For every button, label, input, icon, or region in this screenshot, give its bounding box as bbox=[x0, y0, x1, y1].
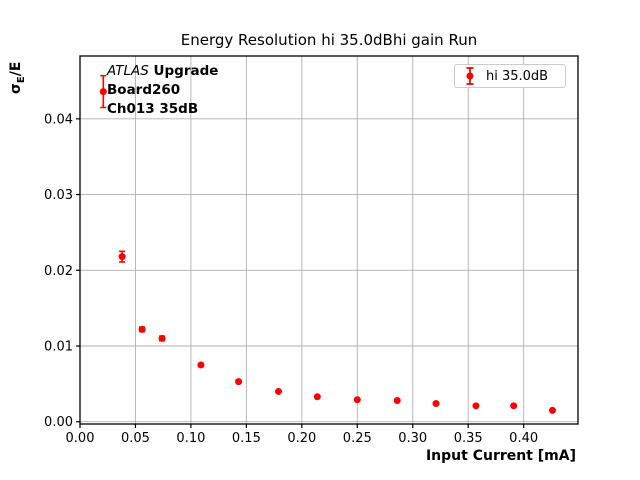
data-point bbox=[472, 402, 480, 410]
data-point bbox=[235, 378, 243, 386]
legend-box: hi 35.0dB bbox=[454, 64, 566, 88]
annotation-line-3: Ch013 35dB bbox=[107, 101, 199, 117]
data-point bbox=[510, 402, 518, 410]
y-tick-label: 0.00 bbox=[44, 415, 73, 430]
x-tick-label: 0.30 bbox=[398, 431, 427, 446]
data-point bbox=[138, 325, 146, 333]
annotation-line-1: ATLAS Upgrade bbox=[107, 63, 219, 79]
y-tick-label: 0.02 bbox=[44, 264, 73, 279]
data-point bbox=[158, 334, 166, 342]
x-tick-label: 0.25 bbox=[343, 431, 372, 446]
plot-border bbox=[79, 55, 579, 425]
data-point bbox=[353, 396, 361, 404]
x-tick-label: 0.20 bbox=[287, 431, 316, 446]
data-point bbox=[275, 387, 283, 395]
data-point bbox=[393, 397, 401, 405]
x-tick-label: 0.15 bbox=[232, 431, 261, 446]
chart-title: Energy Resolution hi 35.0dBhi gain Run bbox=[180, 31, 478, 49]
x-tick-label: 0.10 bbox=[176, 431, 205, 446]
y-tick-label: 0.04 bbox=[44, 112, 73, 127]
x-tick-label: 0.05 bbox=[121, 431, 150, 446]
errorbar-marker-icon bbox=[466, 67, 474, 85]
y-axis-label: σE/E bbox=[8, 61, 27, 94]
data-point bbox=[99, 88, 107, 96]
plot-annotation: ATLAS Upgrade Board260 Ch013 35dB bbox=[107, 62, 218, 119]
x-tick-label: 0.40 bbox=[509, 431, 538, 446]
data-point bbox=[313, 393, 321, 401]
x-tick-label: 0.00 bbox=[66, 431, 95, 446]
y-tick-label: 0.01 bbox=[44, 340, 73, 355]
data-point bbox=[118, 253, 126, 261]
data-point bbox=[197, 361, 205, 369]
y-tick-label: 0.03 bbox=[44, 188, 73, 203]
data-point bbox=[548, 406, 556, 414]
annotation-line-2: Board260 bbox=[107, 82, 181, 98]
x-axis-label: Input Current [mA] bbox=[425, 448, 576, 464]
legend-label: hi 35.0dB bbox=[486, 68, 549, 84]
data-point bbox=[432, 400, 440, 408]
x-tick-label: 0.35 bbox=[454, 431, 483, 446]
